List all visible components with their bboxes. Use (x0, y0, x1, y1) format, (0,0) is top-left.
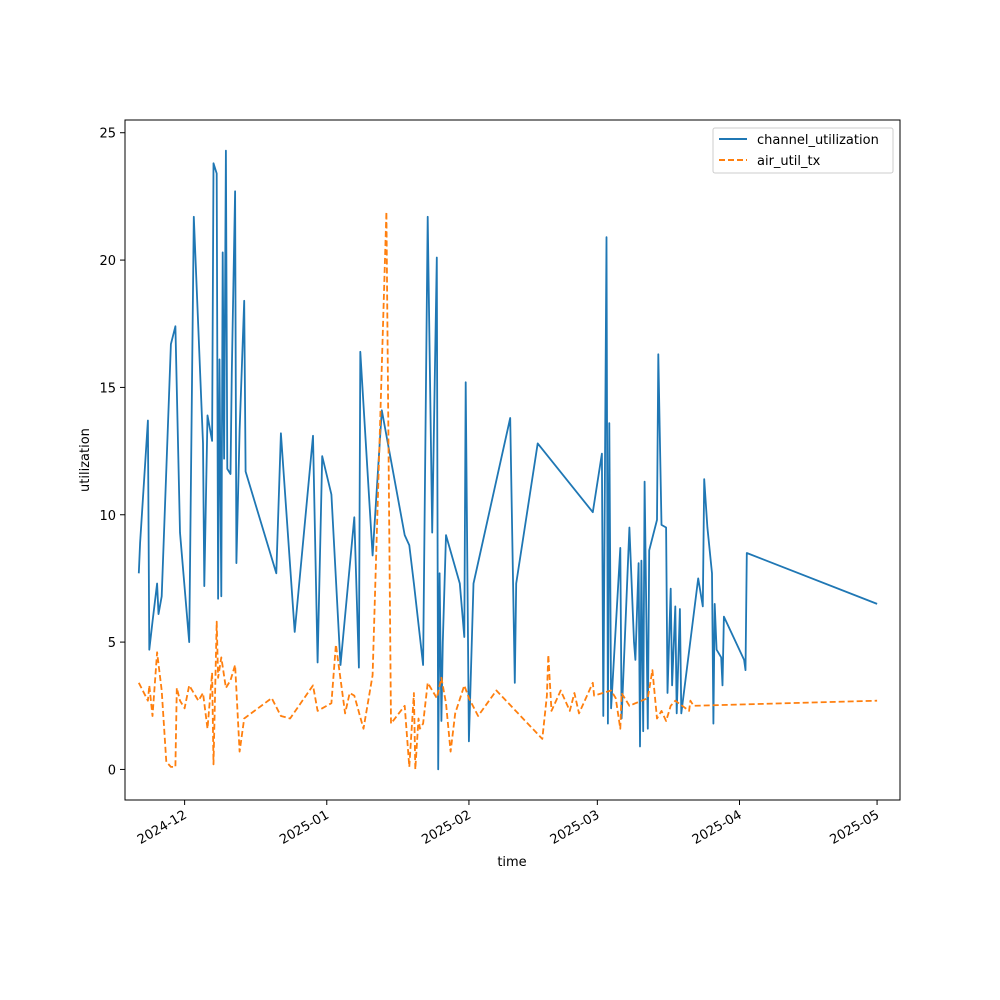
y-tick-label: 0 (108, 763, 116, 778)
axes-frame (124, 119, 901, 801)
series-layer (137, 149, 878, 771)
y-tick-label: 10 (99, 509, 116, 524)
legend-label-air-util-tx: air_util_tx (757, 154, 821, 169)
x-axis-label: time (497, 855, 526, 870)
legend: channel_utilization air_util_tx (712, 127, 894, 174)
legend-box (712, 127, 894, 174)
y-tick-label: 20 (99, 254, 116, 269)
y-axis-label: utilization (78, 428, 93, 492)
y-tick-label: 25 (99, 127, 116, 142)
y-axis-ticks: 0 5 10 15 20 25 (99, 127, 125, 778)
y-tick-label: 15 (99, 381, 116, 396)
y-tick-label: 5 (108, 636, 116, 651)
legend-label-channel-utilization: channel_utilization (757, 133, 879, 148)
series-line-air-util-tx (137, 210, 878, 771)
